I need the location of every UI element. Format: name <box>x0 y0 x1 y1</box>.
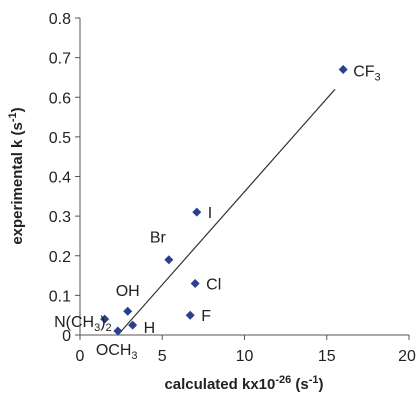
data-point <box>123 306 133 316</box>
point-label: F <box>201 308 211 325</box>
data-point <box>100 314 110 324</box>
trendline <box>117 88 336 336</box>
tick-labels: 0 0.1 0.2 0.3 0.4 0.5 0.6 0.7 0.8 0 5 10 15 20 <box>49 11 416 365</box>
data-points <box>100 65 348 336</box>
data-point <box>164 255 174 265</box>
point-label: H <box>144 320 156 337</box>
y-tick-label: 0.8 <box>49 11 71 28</box>
data-point <box>113 326 123 336</box>
point-label: I <box>208 205 212 222</box>
x-tick-label: 5 <box>158 348 167 365</box>
trendline-group <box>117 88 336 336</box>
data-point <box>190 278 200 288</box>
point-label: OCH3 <box>96 342 138 362</box>
y-tick-label: 0.1 <box>49 288 71 305</box>
data-point <box>128 320 138 330</box>
y-axis-title: experimental k (s-1) <box>7 107 26 244</box>
y-tick-label: 0.2 <box>49 249 71 266</box>
x-tick-label: 20 <box>398 348 416 365</box>
point-label: N(CH3)2 <box>54 314 112 334</box>
y-tick-label: 0.7 <box>49 51 71 68</box>
data-point <box>185 310 195 320</box>
y-tick-label: 0 <box>62 328 71 345</box>
point-label: Cl <box>206 276 221 293</box>
x-axis-title: calculated kx10-26 (s-1) <box>164 374 323 393</box>
y-tick-label: 0.3 <box>49 209 71 226</box>
x-tick-label: 10 <box>236 348 254 365</box>
point-label: OH <box>116 283 140 300</box>
point-label: Br <box>150 230 167 247</box>
y-tick-label: 0.5 <box>49 130 71 147</box>
data-point <box>338 65 348 75</box>
x-tick-label: 0 <box>76 348 85 365</box>
y-tick-label: 0.6 <box>49 90 71 107</box>
y-tick-label: 0.4 <box>49 170 71 187</box>
point-labels: CF3 I Br Cl F OH H N(CH3)2 OCH3 <box>54 64 381 363</box>
x-tick-label: 15 <box>318 348 336 365</box>
data-point <box>192 207 202 217</box>
point-label: CF3 <box>353 64 380 84</box>
